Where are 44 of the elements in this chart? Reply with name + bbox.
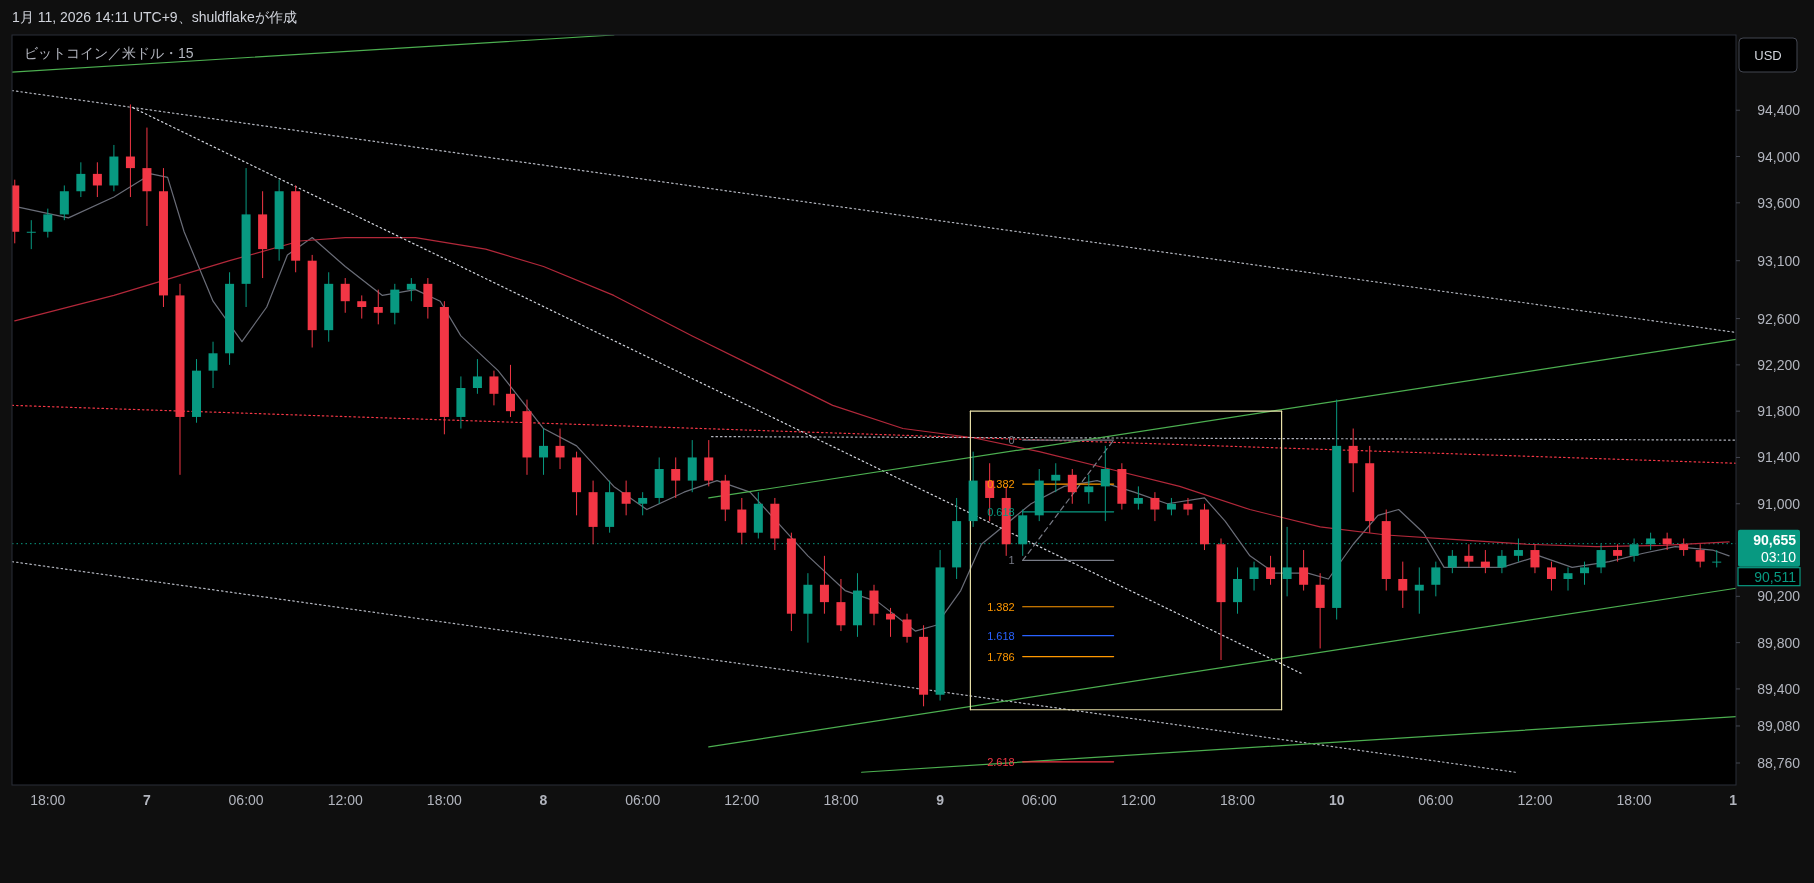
chart-title: 1月 11, 2026 14:11 UTC+9、shuldflakeが作成 (12, 9, 297, 25)
x-tick-label: 18:00 (30, 792, 66, 808)
y-tick-label: 89,400 (1757, 680, 1801, 697)
series-label: 2.618 (987, 755, 1015, 768)
ref-line-label: 90,655 (1753, 531, 1797, 548)
x-tick-label: 12:00 (1517, 792, 1553, 808)
x-tick-label: 12:00 (327, 792, 363, 808)
x-tick-label: 10 (1328, 792, 1345, 808)
x-tick-label: 18:00 (1616, 792, 1652, 808)
y-tick-label: 93,600 (1757, 194, 1801, 211)
x-tick-label: 18:00 (426, 792, 463, 808)
x-tick-label: 1 (1729, 792, 1738, 808)
series-label: 1.786 (987, 650, 1015, 663)
series-label: 1 (1008, 554, 1015, 567)
x-tick-label: 9 (936, 792, 945, 808)
x-tick-label: 12:00 (1120, 792, 1157, 808)
y-tick-label: 90,200 (1757, 588, 1801, 605)
button-currency: USD (1738, 37, 1798, 73)
series-label: 1.618 (987, 629, 1015, 642)
price-label: 90,511 (1737, 567, 1801, 587)
x-tick-label: 18:00 (1220, 792, 1256, 808)
y-tick-label: 89,800 (1757, 634, 1801, 651)
x-tick-label: 06:00 (1021, 792, 1057, 808)
y-tick-label: 94,000 (1757, 148, 1801, 165)
x-tick-label: 18:00 (823, 792, 859, 808)
y-tick-label: 92,200 (1757, 356, 1801, 373)
y-tick-label: 89,080 (1757, 717, 1801, 734)
y-tick-label: 92,600 (1757, 310, 1801, 327)
y-tick-label: 91,400 (1757, 449, 1801, 466)
x-tick-label: 8 (539, 792, 548, 808)
text: ビットコイン／米ドル・15 (24, 45, 194, 61)
x-tick-label: 7 (143, 792, 152, 808)
x-tick-label: 06:00 (1418, 792, 1454, 808)
y-tick-label: 88,760 (1757, 755, 1801, 772)
x-tick-label: 12:00 (724, 792, 760, 808)
price-label: 90,655 03:10 (1738, 529, 1800, 567)
series-label: 1.382 (987, 600, 1015, 613)
y-tick-label: 94,400 (1757, 102, 1801, 119)
y-tick-label: 91,800 (1757, 403, 1801, 420)
x-tick-label: 06:00 (228, 792, 264, 808)
y-tick-label: 93,100 (1757, 252, 1801, 269)
y-tick-label: 91,000 (1757, 495, 1801, 512)
x-tick-label: 06:00 (625, 792, 661, 808)
series-label: 0 (1008, 434, 1015, 447)
